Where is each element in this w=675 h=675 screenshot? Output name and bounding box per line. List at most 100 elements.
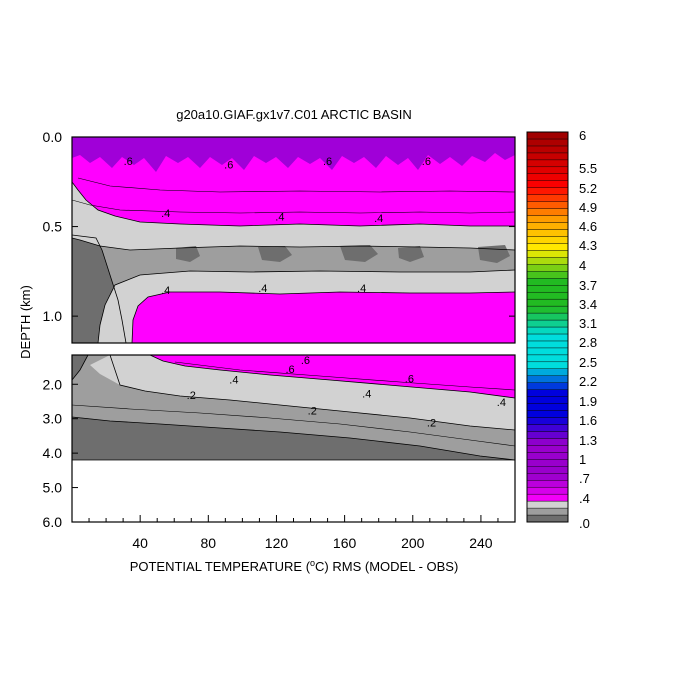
colorbar-box xyxy=(526,271,569,279)
colorbar-box xyxy=(526,159,569,168)
colorbar-box xyxy=(526,424,569,432)
colorbar-box xyxy=(526,326,569,335)
lower-contour-line-5 xyxy=(174,361,515,391)
upper-contour-line-5 xyxy=(72,199,515,214)
x-tick-label: 80 xyxy=(201,535,217,551)
colorbar-box xyxy=(526,459,569,467)
colorbar-box xyxy=(526,486,569,495)
colorbar-label: 3.7 xyxy=(579,278,597,293)
lower-contour-line-6 xyxy=(72,404,515,447)
colorbar-label: 4.3 xyxy=(579,238,597,253)
colorbar-label: 2.2 xyxy=(579,374,597,389)
colorbar-label: 4.9 xyxy=(579,200,597,215)
upper-contour-line-6 xyxy=(77,177,515,193)
colorbar-box xyxy=(526,298,569,307)
upper-panel-frame xyxy=(71,136,516,344)
colorbar-box xyxy=(526,389,569,397)
colorbar-label: .0 xyxy=(579,516,590,531)
colorbar-box xyxy=(526,445,569,453)
colorbar-box xyxy=(526,291,569,300)
upper-contour-label: .4 xyxy=(161,285,170,297)
lower-contour-label: .6 xyxy=(301,355,310,367)
colorbar-box xyxy=(526,229,569,237)
colorbar-label: 4 xyxy=(579,258,586,273)
colorbar-label: .7 xyxy=(579,471,590,486)
upper-contour-line-3 xyxy=(97,269,515,343)
upper-fill-purple-surface xyxy=(72,137,515,172)
upper-contour-label: .6 xyxy=(323,156,332,168)
lower-contour-label: .4 xyxy=(362,388,371,400)
upper-contour-label: .4 xyxy=(161,208,170,220)
colorbar-label: 5.5 xyxy=(579,161,597,176)
colorbar-box xyxy=(526,187,569,195)
colorbar-box xyxy=(526,305,569,314)
colorbar-box xyxy=(526,375,569,383)
upper-contour-line-4 xyxy=(131,291,515,343)
upper-contour-line-7 xyxy=(72,234,127,343)
upper-contour-label: .4 xyxy=(374,213,383,225)
colorbar-label: 4.6 xyxy=(579,219,597,234)
lower-contour-line-1 xyxy=(149,355,515,399)
colorbar-box xyxy=(526,354,569,363)
lower-y-tick-label: 5.0 xyxy=(43,480,63,496)
colorbar-box xyxy=(526,507,569,516)
lower-contour-label: .4 xyxy=(497,397,506,409)
colorbar-box xyxy=(526,431,569,439)
upper-contour-label: .6 xyxy=(422,156,431,168)
colorbar-box xyxy=(526,396,569,404)
colorbar-box xyxy=(526,410,569,418)
colorbar-box xyxy=(526,180,569,188)
colorbar-box xyxy=(526,473,569,481)
colorbar-box xyxy=(526,222,569,230)
colorbar-label: 1.3 xyxy=(579,433,597,448)
colorbar-box xyxy=(526,500,569,509)
upper-contour-label: .4 xyxy=(275,211,284,223)
colorbar-label: 6 xyxy=(579,128,586,143)
lower-y-tick-label: 4.0 xyxy=(43,445,63,461)
lower-y-axis: 2.0 3.0 4.0 5.0 6.0 xyxy=(43,376,78,530)
colorbar-labels: 6 5.5 5.2 4.9 4.6 4.3 4 3.7 3.4 3.1 2.8 2.5 2.2 1.9 1.… xyxy=(579,128,597,531)
colorbar-label: 2.8 xyxy=(579,335,597,350)
colorbar-box xyxy=(526,340,569,349)
colorbar-label: 1.9 xyxy=(579,394,597,409)
y-axis-label: DEPTH (km) xyxy=(18,285,33,359)
colorbar-box xyxy=(526,257,569,265)
colorbar-box xyxy=(526,319,569,328)
colorbar-label: 1 xyxy=(579,452,586,467)
colorbar-box xyxy=(526,438,569,446)
colorbar-box xyxy=(526,208,569,216)
upper-fill-magenta-bottom xyxy=(132,292,515,343)
colorbar-box xyxy=(526,382,569,390)
lower-fill-magenta xyxy=(150,355,515,398)
lower-contour-labels: .6 .6 .6 .4 .4 .4 .2 .2 .2 xyxy=(187,355,506,430)
colorbar-label: .4 xyxy=(579,491,590,506)
colorbar-box xyxy=(526,166,569,174)
colorbar-label: 2.5 xyxy=(579,355,597,370)
chart-title: g20a10.GIAF.gx1v7.C01 ARCTIC BASIN xyxy=(176,107,412,122)
lower-contour-line-2 xyxy=(109,355,515,431)
colorbar-box xyxy=(526,493,569,502)
colorbar-box xyxy=(526,278,569,286)
colorbar-box xyxy=(526,250,569,258)
colorbar-box xyxy=(526,145,569,154)
upper-contour-label: .4 xyxy=(357,283,366,295)
colorbar-label: 3.4 xyxy=(579,297,597,312)
upper-y-tick-label: 0.0 xyxy=(43,129,63,145)
colorbar-box xyxy=(526,347,569,356)
lower-y-tick-label: 3.0 xyxy=(43,411,63,427)
x-axis-label-degree: o xyxy=(310,558,315,568)
x-tick-label: 160 xyxy=(333,535,357,551)
colorbar-label: 1.6 xyxy=(579,413,597,428)
x-tick-label: 40 xyxy=(132,535,148,551)
colorbar-box xyxy=(526,312,569,321)
colorbar-box xyxy=(526,243,569,251)
x-axis: 40 80 120 160 200 240 xyxy=(88,515,499,551)
colorbar-box xyxy=(526,514,569,523)
upper-y-tick-label: 0.5 xyxy=(43,219,63,235)
colorbar-box xyxy=(526,264,569,272)
colorbar-box xyxy=(526,236,569,244)
x-tick-label: 240 xyxy=(469,535,493,551)
colorbar-box xyxy=(526,285,569,293)
upper-contour-line-1 xyxy=(72,181,515,227)
